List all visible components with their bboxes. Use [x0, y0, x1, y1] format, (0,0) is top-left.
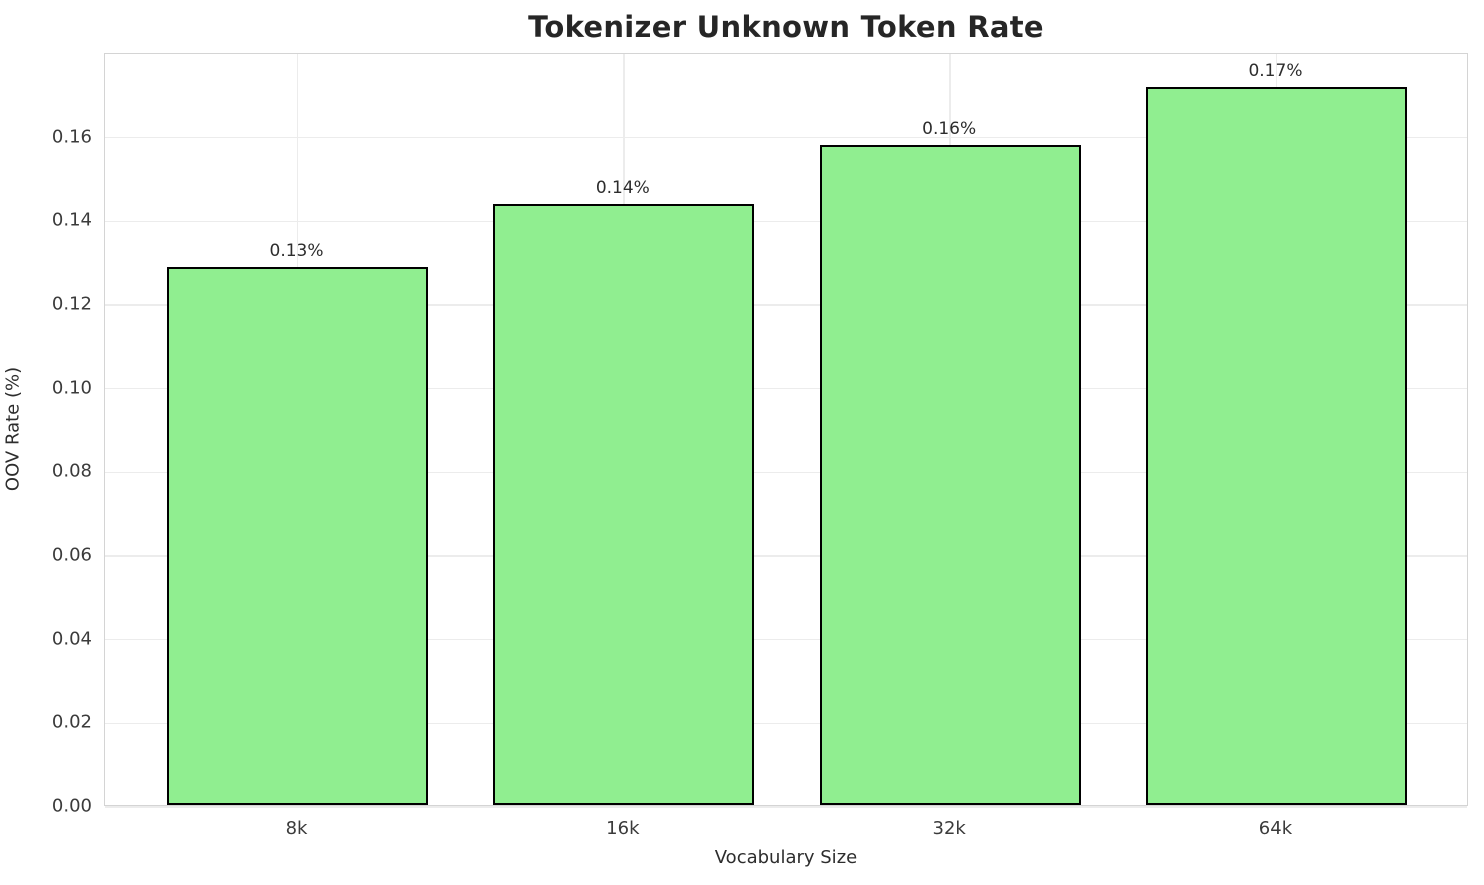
bar-value-label: 0.16% — [922, 118, 977, 139]
y-tick-label: 0.10 — [51, 377, 92, 399]
bar-value-label: 0.14% — [595, 178, 650, 199]
gridline-horizontal — [105, 220, 1467, 223]
y-tick-label: 0.00 — [51, 795, 92, 817]
plot-area — [104, 53, 1468, 808]
y-tick-label: 0.16 — [51, 126, 92, 148]
gridline-horizontal — [105, 304, 1467, 306]
bar-value-label: 0.13% — [269, 240, 324, 261]
x-tick-label: 64k — [1258, 818, 1293, 839]
gridline-horizontal — [105, 136, 1467, 139]
bar-8k — [167, 266, 429, 805]
x-axis-label: Vocabulary Size — [714, 847, 858, 868]
x-tick-label: 8k — [285, 818, 308, 839]
y-axis-label: OOV Rate (%) — [2, 366, 24, 492]
y-tick-label: 0.02 — [51, 711, 92, 733]
y-tick-label: 0.14 — [51, 209, 92, 231]
bar-64k — [1145, 87, 1407, 805]
x-tick-label: 32k — [932, 818, 966, 839]
y-tick-label: 0.06 — [51, 544, 92, 566]
bar-32k — [819, 144, 1081, 805]
bar-value-label: 0.17% — [1248, 61, 1303, 82]
y-tick-label: 0.04 — [51, 628, 92, 650]
x-tick-label: 16k — [606, 818, 640, 839]
gridline-horizontal — [105, 722, 1467, 725]
bar-16k — [493, 204, 755, 805]
gridline-horizontal — [105, 387, 1467, 390]
gridline-horizontal — [105, 471, 1467, 474]
y-tick-label: 0.12 — [51, 293, 92, 315]
gridline-horizontal — [105, 806, 1467, 808]
chart-title: Tokenizer Unknown Token Rate — [528, 10, 1044, 44]
y-tick-label: 0.08 — [51, 460, 92, 482]
gridline-horizontal — [105, 555, 1467, 557]
gridline-horizontal — [105, 638, 1467, 641]
